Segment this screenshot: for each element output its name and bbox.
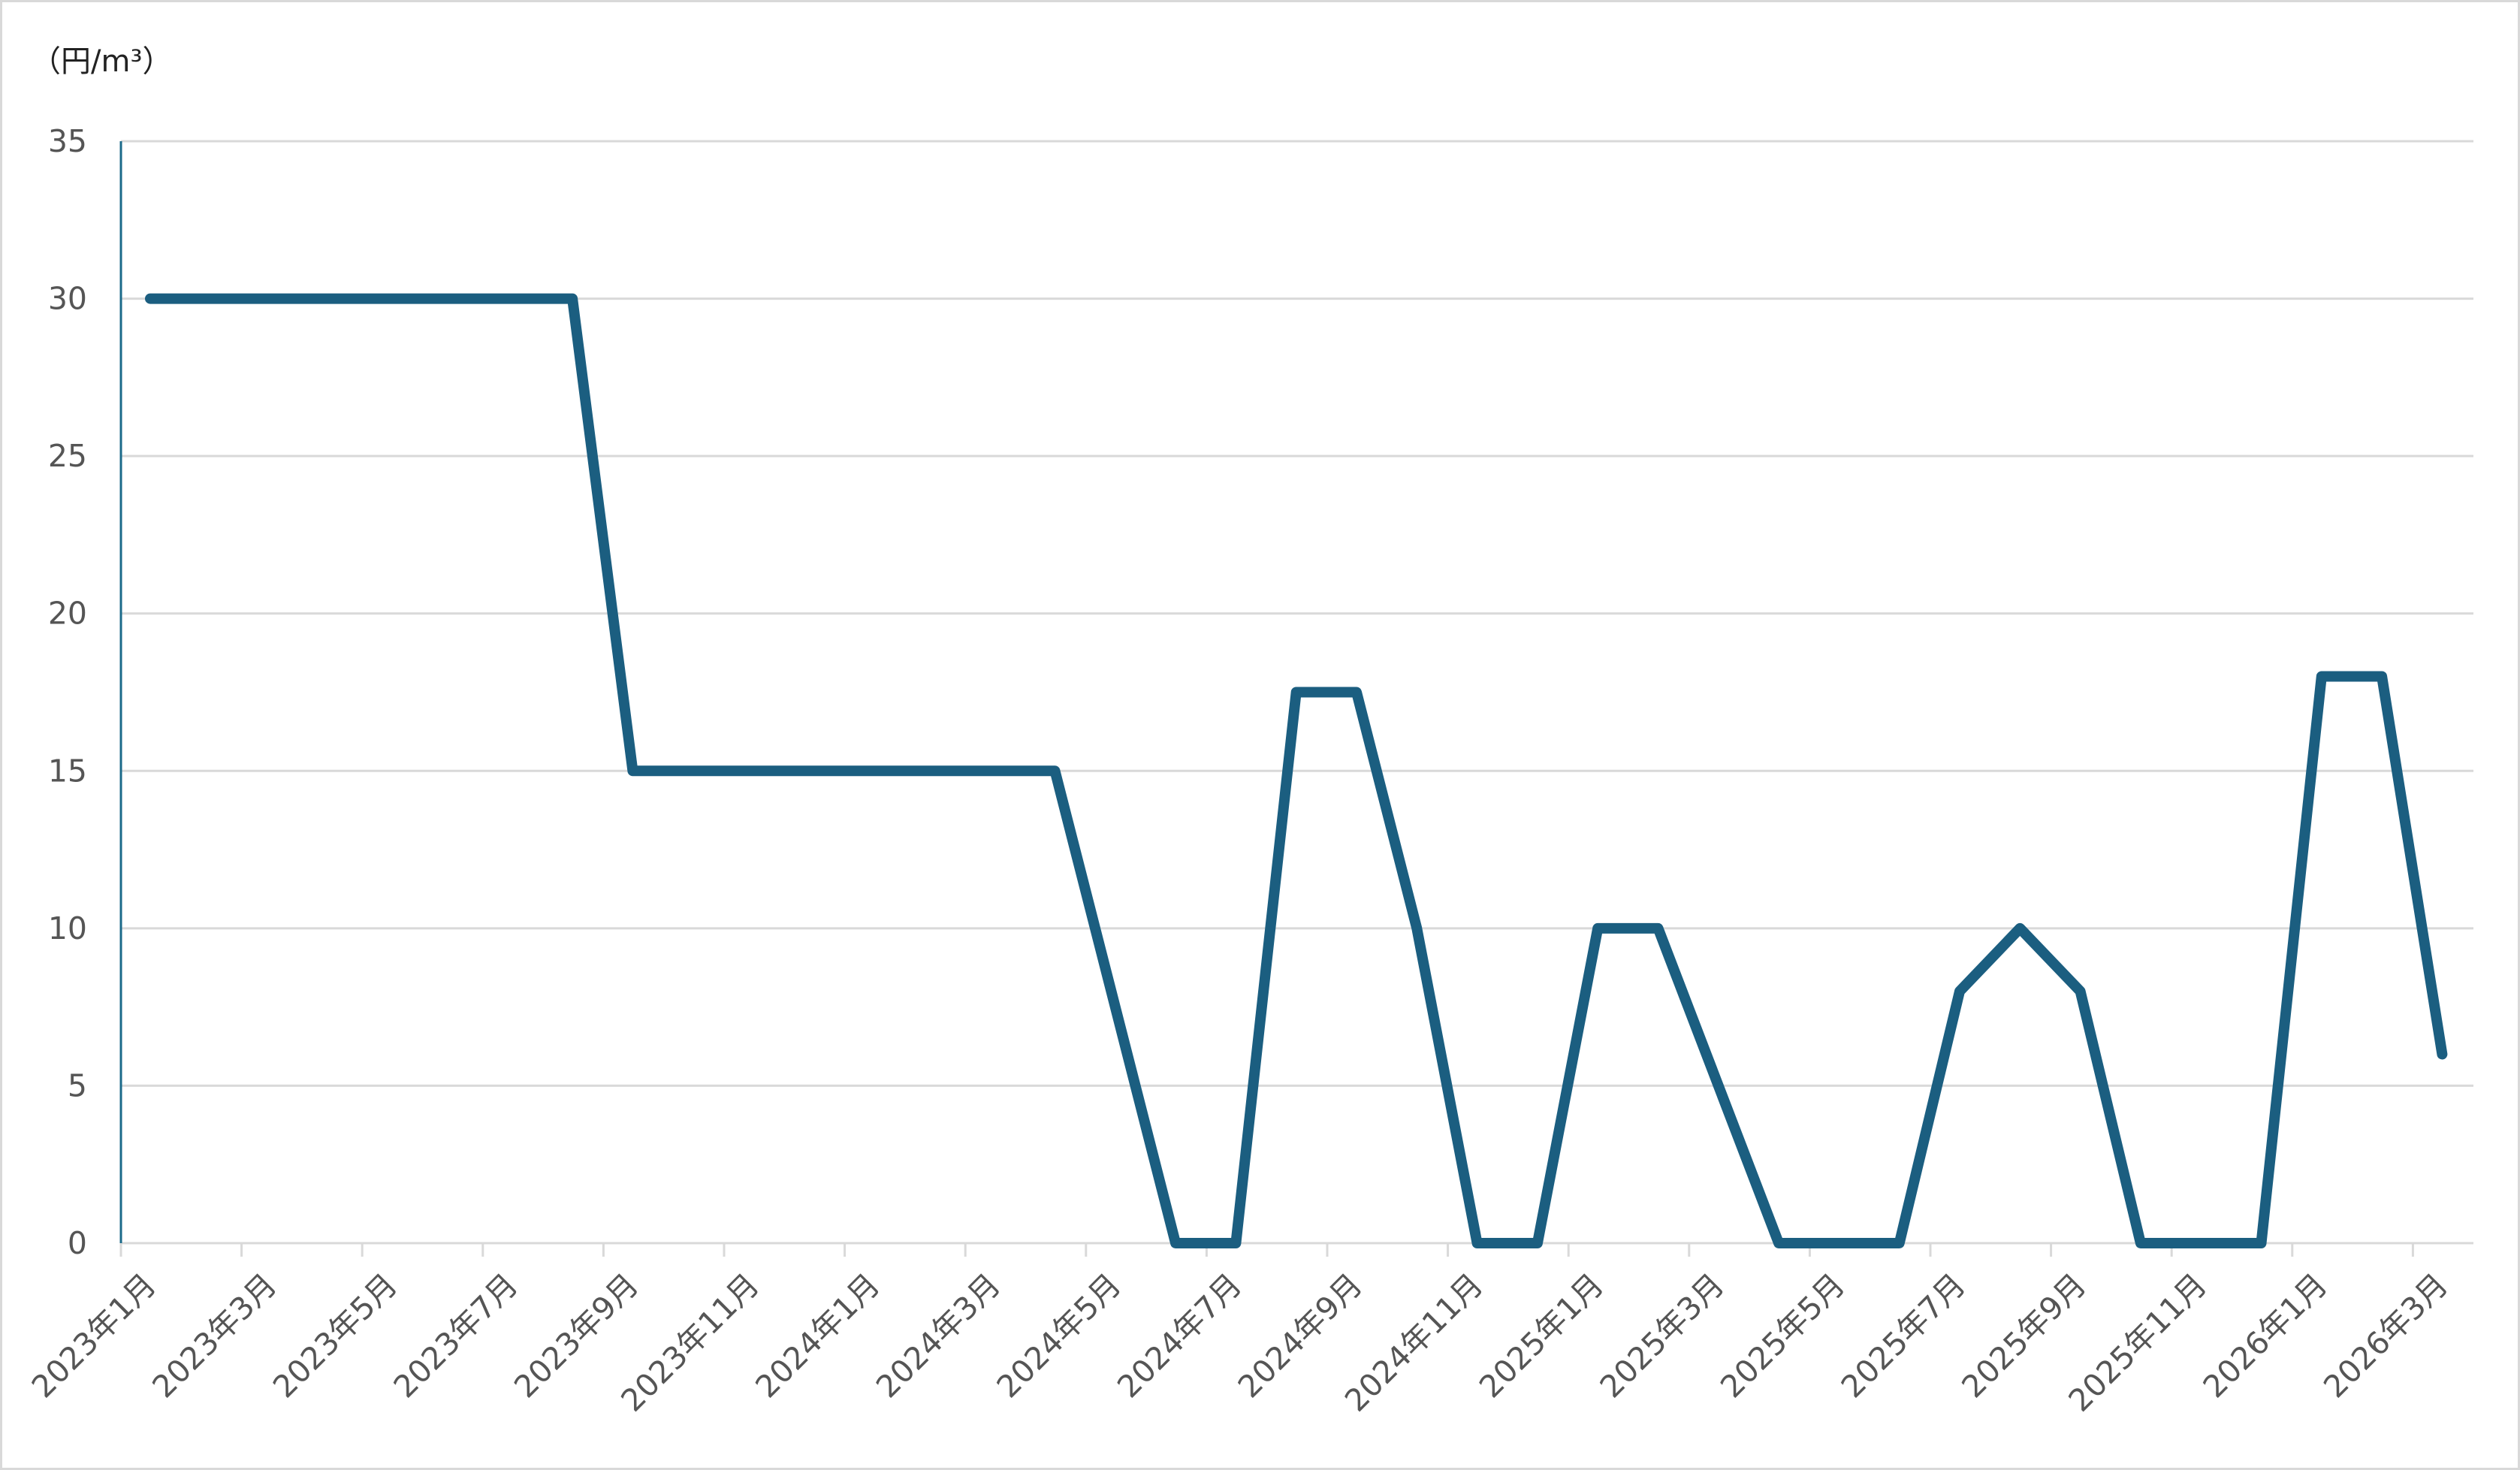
y-tick-label: 35 [48, 123, 87, 159]
x-tick-label: 2023年1月 [25, 1266, 163, 1405]
x-tick-label: 2025年1月 [1472, 1266, 1610, 1405]
y-tick-label: 25 [48, 438, 87, 474]
x-tick-label: 2025年3月 [1593, 1266, 1731, 1405]
x-tick-label: 2023年3月 [146, 1266, 284, 1405]
x-tick-label: 2025年7月 [1834, 1266, 1972, 1405]
y-tick-label: 20 [48, 596, 87, 632]
gridlines [121, 140, 2473, 1087]
y-tick-label: 5 [68, 1067, 87, 1103]
x-tick-label: 2024年3月 [869, 1266, 1007, 1405]
series-lines [145, 293, 2448, 1248]
y-tick-label: 10 [48, 910, 87, 946]
axes [119, 141, 2473, 1245]
x-tick-label: 2024年5月 [990, 1266, 1128, 1405]
x-tick-label: 2024年7月 [1110, 1266, 1248, 1405]
x-tick-label: 2026年3月 [2316, 1266, 2455, 1405]
y-tick-label: 15 [48, 753, 87, 789]
x-tick-label: 2023年5月 [266, 1266, 404, 1405]
x-tick-label: 2025年5月 [1713, 1266, 1852, 1405]
y-tick-label: 30 [48, 281, 87, 317]
x-axis-ticks: 2023年1月2023年3月2023年5月2023年7月2023年9月2023年… [25, 1243, 2455, 1419]
y-axis-unit-label: （円/m³） [31, 44, 172, 79]
x-tick-label: 2026年1月 [2196, 1266, 2334, 1405]
x-tick-label: 2023年7月 [387, 1266, 525, 1405]
x-tick-label: 2024年1月 [749, 1266, 887, 1405]
y-tick-label: 0 [68, 1225, 87, 1261]
y-axis-ticks: 0 5 10 15 20 25 30 35 [48, 123, 87, 1261]
